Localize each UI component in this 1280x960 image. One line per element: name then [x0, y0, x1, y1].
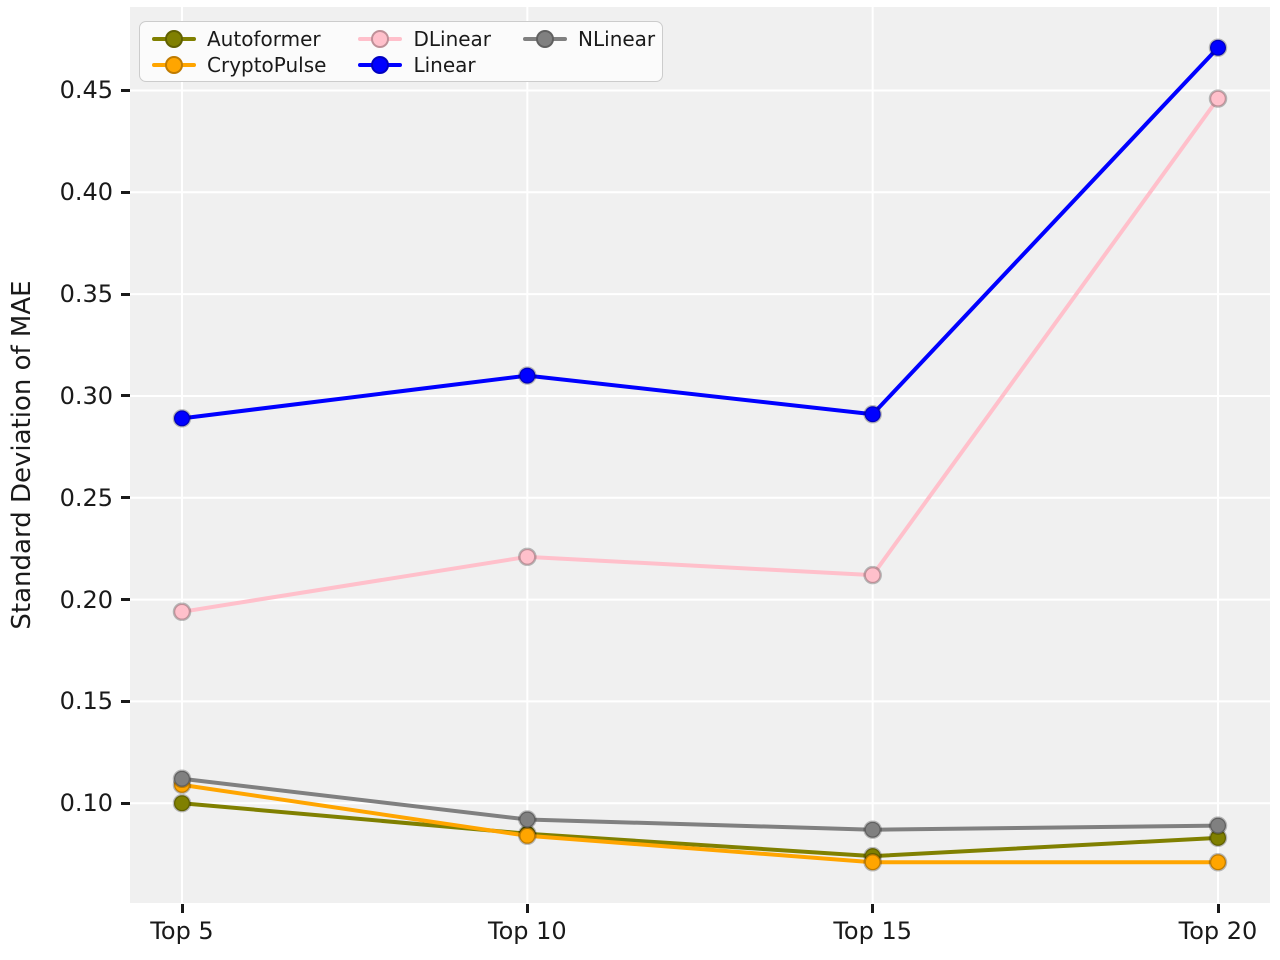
- data-point-cryptopulse: [863, 853, 882, 872]
- legend-item: CryptoPulse: [152, 52, 326, 78]
- series-line-autoformer: [180, 801, 1220, 859]
- data-point-nlinear: [518, 810, 537, 829]
- legend-label: CryptoPulse: [207, 53, 327, 77]
- data-point-cryptopulse: [1208, 853, 1228, 872]
- legend-item: NLinear: [523, 26, 655, 52]
- data-point-linear: [863, 405, 882, 424]
- y-tick-label: 0.20: [59, 585, 113, 614]
- legend-label: Linear: [413, 53, 476, 77]
- legend-line-marker-icon: [152, 29, 196, 49]
- x-tick-mark-icon: [1216, 904, 1220, 913]
- data-point-dlinear: [1208, 89, 1228, 108]
- legend-label: DLinear: [413, 27, 492, 51]
- x-tick-mark-icon: [871, 904, 875, 913]
- data-point-cryptopulse: [518, 826, 537, 846]
- y-tick-mark-icon: [121, 394, 130, 398]
- data-point-autoformer: [172, 793, 192, 813]
- legend-item: Autoformer: [152, 26, 326, 52]
- legend-line-marker-icon: [152, 55, 196, 75]
- data-point-linear: [518, 366, 537, 385]
- series-line-dlinear: [180, 96, 1220, 614]
- data-point-nlinear: [1208, 816, 1228, 835]
- legend-line-marker-icon: [358, 55, 403, 75]
- legend-line-marker-icon: [358, 29, 403, 49]
- x-tick-label: Top 15: [833, 917, 912, 945]
- data-point-linear: [172, 409, 192, 428]
- y-tick-label: 0.30: [59, 381, 113, 410]
- x-tick-label: Top 10: [487, 917, 567, 945]
- y-tick-label: 0.15: [59, 687, 113, 716]
- y-tick-mark-icon: [121, 190, 130, 194]
- data-point-dlinear: [863, 565, 882, 585]
- data-point-dlinear: [518, 547, 537, 567]
- y-tick-mark-icon: [121, 88, 130, 92]
- legend-item: Linear: [358, 52, 491, 78]
- data-point-dlinear: [172, 602, 192, 622]
- plot-area: [130, 7, 1270, 903]
- series-line-nlinear: [180, 776, 1220, 832]
- y-tick-mark-icon: [121, 801, 130, 805]
- y-tick-mark-icon: [121, 496, 130, 500]
- legend-label: NLinear: [578, 27, 656, 51]
- y-tick-label: 0.10: [59, 789, 113, 818]
- y-tick-label: 0.40: [59, 178, 113, 207]
- x-tick-label: Top 20: [1178, 917, 1258, 945]
- y-tick-label: 0.25: [59, 483, 113, 512]
- x-tick-label: Top 5: [150, 917, 214, 945]
- data-point-nlinear: [863, 820, 882, 839]
- legend-line-marker-icon: [523, 29, 568, 49]
- x-tick-mark-icon: [180, 904, 184, 913]
- legend: Autoformer CryptoPulse DLinear Linear NL…: [139, 21, 663, 82]
- x-tick-mark-icon: [525, 904, 529, 913]
- y-tick-mark-icon: [121, 699, 130, 703]
- y-tick-label: 0.35: [59, 280, 113, 309]
- chart-canvas: [130, 7, 1270, 903]
- y-tick-mark-icon: [121, 292, 130, 296]
- y-axis-label: Standard Deviation of MAE: [7, 280, 37, 630]
- data-point-linear: [1208, 38, 1228, 57]
- series-line-cryptopulse: [180, 782, 1220, 865]
- y-tick-mark-icon: [121, 598, 130, 602]
- legend-item: DLinear: [358, 26, 491, 52]
- series-line-linear: [180, 45, 1220, 421]
- y-tick-label: 0.45: [59, 76, 113, 105]
- legend-label: Autoformer: [207, 27, 321, 51]
- data-point-nlinear: [172, 769, 192, 789]
